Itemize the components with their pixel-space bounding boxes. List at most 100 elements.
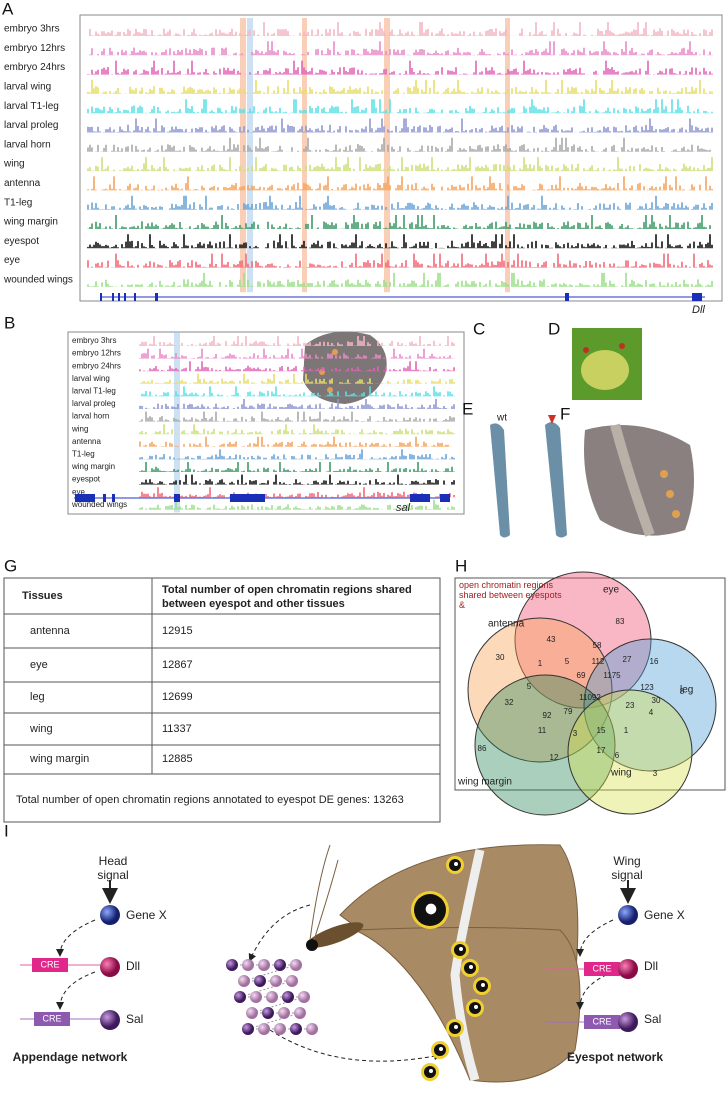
signal-label: Head signal	[97, 854, 128, 882]
venn-count: 16	[650, 657, 659, 666]
eyespot-focus	[439, 1047, 443, 1051]
signal-track	[139, 436, 455, 447]
signal-track	[87, 99, 713, 114]
gene-label: Sal	[126, 1012, 143, 1026]
track-label: wounded wings	[71, 500, 127, 509]
venn-count: 3	[653, 769, 658, 778]
venn-count: 1175	[603, 671, 621, 680]
exon	[134, 293, 136, 301]
panel-b-frame	[67, 331, 465, 515]
eyespot-focus	[425, 903, 437, 915]
highlight	[302, 18, 307, 293]
venn-count: 92	[543, 711, 552, 720]
venn-count: 11	[538, 726, 547, 735]
track-label: eye	[72, 487, 85, 496]
table-cell: 12867	[162, 659, 193, 671]
venn-count: 11092	[579, 693, 601, 702]
table-cell: leg	[30, 691, 45, 703]
signal-track	[139, 336, 455, 346]
table-cell: eye	[30, 659, 48, 671]
image-label: wt	[496, 413, 507, 424]
node	[278, 1007, 290, 1019]
node	[282, 991, 294, 1003]
signal-track	[139, 348, 455, 359]
exon	[230, 494, 265, 502]
track-label: larval T1-leg	[72, 387, 116, 396]
table-header: Tissues	[22, 590, 63, 602]
exon	[118, 293, 120, 301]
node	[298, 991, 310, 1003]
venn-title: open chromatin regions shared between eye…	[459, 580, 562, 610]
panel-label: H	[455, 556, 467, 575]
venn-set	[567, 689, 693, 815]
gene-label: sal	[396, 502, 411, 514]
gene-label: Sal	[644, 1012, 661, 1026]
node	[290, 959, 302, 971]
exon	[112, 494, 115, 502]
venn-count: 3	[573, 729, 578, 738]
track-label: larval proleg	[4, 120, 58, 131]
track-label: T1-leg	[4, 197, 32, 208]
signal-line: signal	[97, 868, 128, 882]
venn-count: 79	[564, 707, 573, 716]
node	[274, 959, 286, 971]
node	[270, 975, 282, 987]
track-label: larval proleg	[72, 399, 116, 408]
eyespot-focus	[481, 983, 485, 987]
node	[242, 1023, 254, 1035]
cre-boxes	[32, 958, 620, 1029]
track-label: embryo 3hrs	[72, 336, 116, 345]
edge	[247, 1012, 301, 1030]
venn-count: 1	[538, 659, 543, 668]
signal-track	[87, 215, 711, 229]
node	[262, 1007, 274, 1019]
signal-line: Wing	[613, 854, 640, 868]
signal-track	[87, 137, 711, 152]
track-label: embryo 24hrs	[72, 361, 121, 370]
panel-label: I	[4, 821, 9, 840]
signal-track	[139, 474, 455, 485]
eyespot-focus	[474, 1005, 478, 1009]
signal-track	[141, 386, 455, 397]
cre-label: CRE	[592, 963, 611, 973]
track-label: antenna	[4, 178, 41, 189]
signal-track	[139, 487, 455, 498]
panel-label: A	[2, 0, 14, 18]
photo-c	[303, 331, 387, 404]
exon	[440, 494, 450, 502]
edge	[243, 964, 297, 982]
signal-track	[87, 157, 713, 172]
venn-count: 1	[624, 726, 629, 735]
header-line: between eyespot and other tissues	[162, 598, 345, 610]
venn-count: 27	[623, 655, 632, 664]
venn-set-label: wing margin	[457, 777, 512, 788]
panel-label: E	[462, 399, 473, 418]
signal-track	[139, 411, 455, 422]
signal-label: Wing signal	[611, 854, 642, 882]
venn-count: 69	[577, 671, 586, 680]
gene-label: Dll	[644, 959, 658, 973]
cre-label: CRE	[592, 1016, 611, 1026]
signal-track	[139, 373, 455, 384]
venn-count: 58	[593, 641, 602, 650]
venn-set-label: wing	[610, 768, 632, 779]
venn-count: 86	[478, 744, 487, 753]
node	[238, 975, 250, 987]
signal-track	[139, 399, 455, 409]
title-line: &	[459, 600, 465, 610]
venn-count: 43	[547, 635, 556, 644]
track-label: wing	[3, 159, 25, 170]
photo-f	[584, 423, 694, 537]
venn-count: 5	[565, 657, 570, 666]
node	[242, 959, 254, 971]
track-label: eyespot	[4, 236, 39, 247]
exon	[103, 494, 106, 502]
venn-set	[474, 674, 616, 816]
panel-label: G	[4, 556, 17, 575]
signal-track	[87, 272, 713, 287]
node	[266, 991, 278, 1003]
node	[246, 1007, 258, 1019]
venn-count: 6	[615, 751, 620, 760]
table-cell: wing margin	[29, 753, 89, 765]
